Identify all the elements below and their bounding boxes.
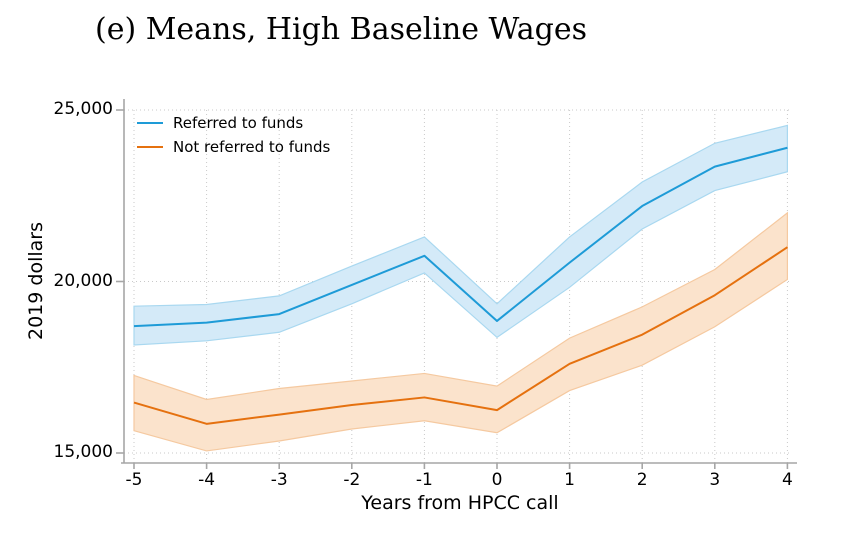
x-tick-label: -4 xyxy=(198,470,216,490)
x-tick-label: -5 xyxy=(125,470,143,490)
mean-line-series-0 xyxy=(133,146,788,328)
x-axis-label: Years from HPCC call xyxy=(361,492,559,514)
legend-label-not-referred: Not referred to funds xyxy=(173,138,331,156)
legend-line-swatch-not-referred xyxy=(137,146,163,148)
legend-label-referred: Referred to funds xyxy=(173,114,304,132)
x-tick-label: -3 xyxy=(270,470,288,490)
chart-title: (e) Means, High Baseline Wages xyxy=(95,12,588,47)
x-tick-label: 1 xyxy=(564,470,575,490)
x-tick-label: 0 xyxy=(491,470,503,490)
confidence-band-series-1 xyxy=(133,211,789,452)
x-tick-label: 4 xyxy=(781,470,793,490)
mean-line-series-1 xyxy=(133,246,788,425)
y-tick-label: 15,000 xyxy=(53,442,113,462)
y-tick-label: 20,000 xyxy=(53,270,113,291)
y-tick-label: 25,000 xyxy=(53,99,113,119)
legend-line-swatch-referred xyxy=(137,122,163,124)
x-tick-label: -2 xyxy=(343,470,361,490)
x-tick-label: -1 xyxy=(415,470,433,490)
x-tick-label: 3 xyxy=(709,470,721,490)
legend-item-referred: Referred to funds xyxy=(137,111,330,135)
legend: Referred to funds Not referred to funds xyxy=(137,111,330,159)
confidence-band-series-0 xyxy=(133,124,789,346)
x-tick-label: 2 xyxy=(636,470,648,490)
legend-item-not-referred: Not referred to funds xyxy=(137,135,330,159)
